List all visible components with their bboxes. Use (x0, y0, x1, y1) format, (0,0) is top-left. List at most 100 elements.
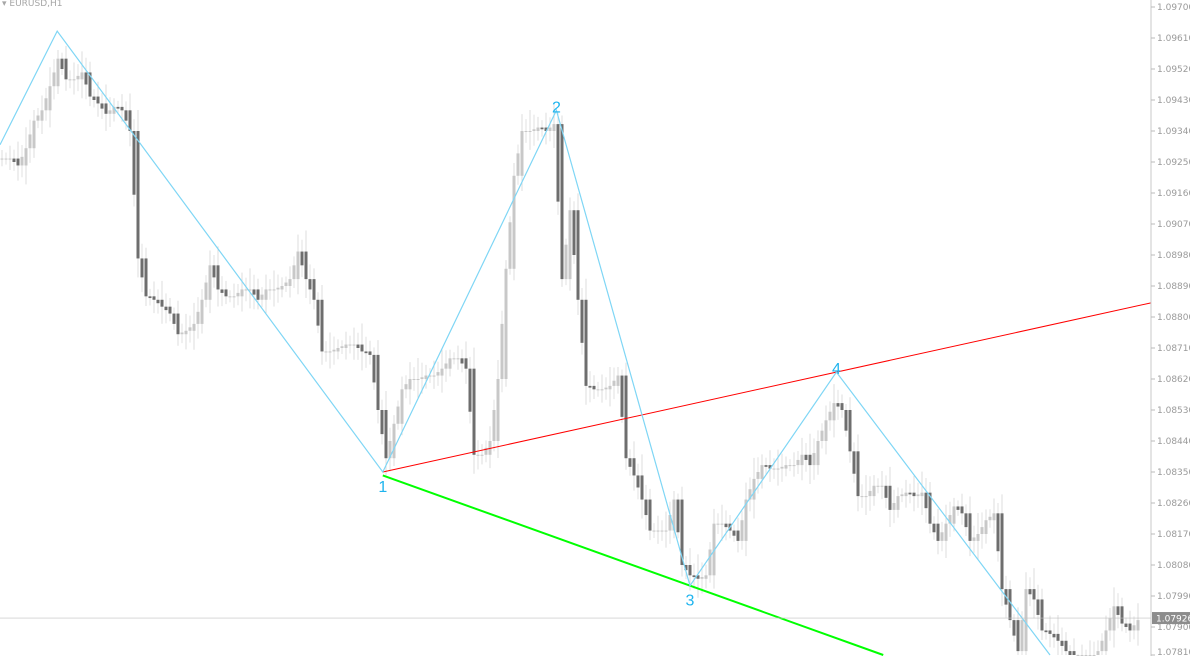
candle-body (116, 106, 120, 109)
candle-body (936, 523, 940, 541)
candle-body (356, 344, 360, 348)
candle-body (1008, 589, 1012, 621)
candle-body (304, 251, 308, 280)
candle-body (888, 485, 892, 510)
candle-body (1116, 606, 1120, 615)
candle-body (892, 503, 896, 510)
candle-body (656, 530, 660, 532)
candle-body (168, 306, 172, 314)
candle-body (756, 472, 760, 479)
candle-body (632, 458, 636, 476)
candle-body (408, 379, 412, 390)
candle-body (348, 344, 352, 346)
candle-body (652, 530, 656, 532)
candle-body (860, 496, 864, 498)
candle-body (772, 468, 776, 470)
candle-body (4, 158, 8, 160)
candle-body (492, 410, 496, 441)
candle-body (952, 506, 956, 524)
candle-body (204, 282, 208, 300)
current-price-label: 1.07926 (1156, 615, 1190, 625)
candle-body (568, 210, 572, 280)
candle-body (944, 523, 948, 541)
wave-label-3: 3 (686, 593, 695, 610)
candle-body (912, 492, 916, 497)
candle-body (956, 506, 960, 510)
candle-body (664, 530, 668, 532)
candle-body (640, 475, 644, 500)
price-axis-bg (1151, 0, 1190, 656)
candle-body (960, 506, 964, 514)
candle-body (120, 106, 124, 111)
candle-body (0, 158, 4, 160)
candle-body (748, 489, 752, 500)
candle-body (1068, 651, 1072, 655)
candle-body (236, 292, 240, 297)
candle-body (264, 289, 268, 300)
candle-body (600, 389, 604, 391)
candle-body (20, 156, 24, 166)
candle-body (8, 158, 12, 160)
candle-body (580, 299, 584, 343)
candle-body (108, 110, 112, 114)
candle-body (420, 377, 424, 379)
candle-body (816, 441, 820, 466)
candle-body (248, 289, 252, 291)
y-tick-label: 1.09160 (1157, 189, 1190, 199)
candle-body (200, 299, 204, 324)
candle-body (984, 520, 988, 534)
candle-body (724, 523, 728, 528)
candle-body (252, 289, 256, 295)
candle-body (276, 287, 280, 290)
candle-body (100, 103, 104, 109)
candle-body (524, 131, 528, 132)
candle-body (368, 351, 372, 355)
candle-body (472, 368, 476, 455)
candle-body (560, 124, 564, 280)
candle-body (36, 115, 40, 121)
candle-body (648, 499, 652, 531)
candle-body (1048, 630, 1052, 634)
y-tick-label: 1.08260 (1157, 499, 1190, 509)
candle-body (1108, 618, 1112, 631)
candle-body (592, 385, 596, 390)
candle-body (1036, 599, 1040, 615)
y-tick-label: 1.09700 (1157, 3, 1190, 13)
candle-body (988, 516, 992, 521)
candle-body (612, 380, 616, 386)
candle-body (444, 363, 448, 369)
candle-body (84, 72, 88, 85)
candle-body (196, 311, 200, 324)
candle-body (616, 375, 620, 386)
candle-body (384, 410, 388, 459)
candle-body (24, 148, 28, 166)
candle-body (160, 299, 164, 307)
candle-body (932, 523, 936, 533)
candle-body (332, 349, 336, 352)
candle-body (360, 344, 364, 352)
candle-body (12, 158, 16, 162)
candle-body (1020, 620, 1024, 652)
candle-body (800, 454, 804, 466)
candle-body (864, 496, 868, 498)
candle-body (780, 466, 784, 469)
candle-body (764, 465, 768, 467)
candle-body (1136, 620, 1140, 631)
candle-body (968, 513, 972, 541)
candle-body (740, 520, 744, 541)
candle-body (900, 494, 904, 497)
candle-body (28, 134, 32, 149)
candle-body (624, 375, 628, 459)
wave-label-4: 4 (832, 361, 841, 378)
candle-body (1128, 623, 1132, 631)
candle-body (856, 451, 860, 497)
candle-body (844, 410, 848, 431)
symbol-label[interactable]: ▾ EURUSD,H1 (2, 0, 63, 9)
candle-body (64, 58, 68, 80)
candle-body (572, 210, 576, 255)
candle-body (1124, 623, 1128, 627)
candle-body (456, 358, 460, 360)
candle-body (668, 515, 672, 531)
candle-body (976, 534, 980, 541)
